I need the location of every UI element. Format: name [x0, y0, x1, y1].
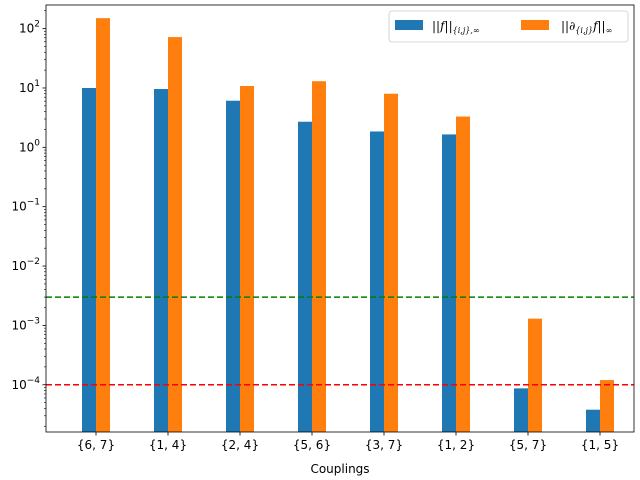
legend-label-0: ||f||{i,j},∞ [432, 19, 480, 35]
y-tick-label-6: 102 [19, 20, 40, 36]
bar-s1-c7 [600, 380, 614, 432]
bar-s1-c3 [312, 81, 326, 432]
x-tick-label-1: {1, 4} [149, 438, 187, 452]
legend-swatch-0 [395, 20, 423, 30]
bar-s1-c2 [240, 85, 254, 432]
x-tick-label-2: {2, 4} [221, 438, 259, 452]
bar-s0-c1 [154, 89, 168, 432]
y-tick-label-5: 101 [19, 79, 40, 95]
x-tick-label-4: {3, 7} [365, 438, 403, 452]
bar-s0-c4 [370, 131, 384, 432]
y-tick-label-3: 10−1 [11, 198, 40, 214]
bar-s0-c3 [298, 121, 312, 432]
x-tick-label-5: {1, 2} [437, 438, 475, 452]
bar-s0-c7 [586, 409, 600, 432]
legend-label-1: ||∂{i,j}f||∞ [561, 19, 612, 35]
bar-s0-c5 [442, 134, 456, 432]
bar-s0-c6 [514, 388, 528, 432]
bars-group [82, 18, 614, 433]
legend-swatch-1 [521, 20, 549, 30]
bar-s1-c6 [528, 318, 542, 432]
legend: ||f||{i,j},∞ ||∂{i,j}f||∞ [388, 10, 629, 43]
x-axis-label: Couplings [310, 462, 369, 476]
y-tick-label-4: 100 [19, 138, 40, 154]
y-tick-label-2: 10−2 [11, 257, 40, 273]
x-tick-label-7: {1, 5} [581, 438, 619, 452]
x-tick-label-0: {6, 7} [77, 438, 115, 452]
x-axis: {6, 7} {1, 4} {2, 4} {5, 6} {3, 7} {1, 2} {5, … [77, 432, 619, 452]
y-tick-label-0: 10−4 [11, 376, 40, 392]
bar-s1-c0 [96, 18, 110, 433]
y-axis: 10−4 10−3 10−2 10−1 100 101 102 [11, 10, 46, 427]
bar-s1-c4 [384, 93, 398, 433]
reference-lines-group [46, 296, 634, 386]
x-tick-label-3: {5, 6} [293, 438, 331, 452]
bar-s1-c5 [456, 116, 470, 433]
bar-s1-c1 [168, 37, 182, 433]
y-tick-label-1: 10−3 [11, 316, 40, 332]
legend-frame [388, 10, 629, 43]
plot-frame [45, 4, 635, 433]
x-tick-label-6: {5, 7} [509, 438, 547, 452]
bar-s0-c0 [82, 87, 96, 432]
bar-s0-c2 [226, 100, 240, 432]
